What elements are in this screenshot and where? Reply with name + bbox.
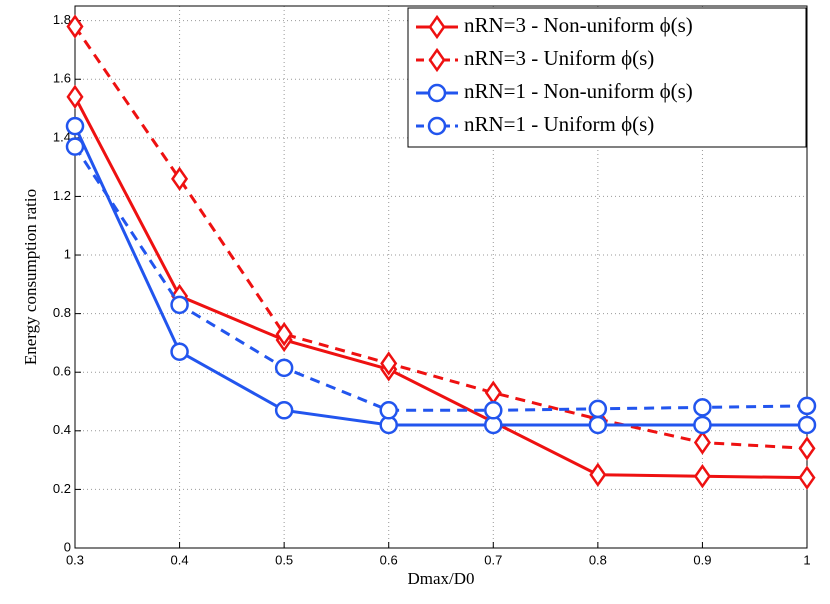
y-tick-label: 1.6 xyxy=(53,71,71,86)
legend-label: nRN=1 - Non-uniform ϕ(s) xyxy=(464,79,693,103)
legend-label: nRN=3 - Uniform ϕ(s) xyxy=(464,46,654,70)
marker xyxy=(274,401,294,420)
y-tick-label: 1.2 xyxy=(53,188,71,203)
marker xyxy=(588,399,608,419)
marker xyxy=(274,358,294,378)
marker xyxy=(693,398,712,417)
marker xyxy=(484,401,503,420)
y-tick-label: 0.6 xyxy=(53,364,71,379)
y-tick-label: 0.8 xyxy=(53,305,71,320)
marker xyxy=(428,14,446,40)
marker xyxy=(65,137,85,156)
x-tick-label: 0.8 xyxy=(589,552,607,567)
x-tick-label: 1 xyxy=(803,552,810,567)
marker xyxy=(427,116,447,136)
marker xyxy=(798,465,816,490)
plot-frame xyxy=(74,5,808,549)
y-tick-label: 0.4 xyxy=(53,422,71,437)
x-tick-label: 0.6 xyxy=(380,552,398,567)
y-tick-label: 1.8 xyxy=(53,12,71,27)
series-line xyxy=(73,96,808,480)
y-tick-label: 0.2 xyxy=(53,481,71,496)
marker xyxy=(428,47,446,73)
x-tick-label: 0.3 xyxy=(66,552,84,567)
x-tick-label: 0.9 xyxy=(693,552,711,567)
marker xyxy=(170,295,189,315)
series-line xyxy=(73,125,807,427)
marker xyxy=(66,84,84,110)
marker xyxy=(588,415,608,435)
marker xyxy=(275,321,293,347)
marker xyxy=(797,415,817,435)
marker xyxy=(66,14,84,39)
marker xyxy=(171,166,189,192)
x-axis-label: Dmax/D0 xyxy=(407,569,474,588)
marker xyxy=(427,83,447,103)
marker xyxy=(379,401,398,420)
series-line xyxy=(73,145,808,412)
marker xyxy=(170,342,189,361)
legend-box xyxy=(407,7,807,148)
marker xyxy=(693,464,711,489)
y-axis-label: Energy consumption ratio xyxy=(21,189,40,365)
x-tick-label: 0.7 xyxy=(484,552,502,567)
marker xyxy=(693,415,712,435)
x-tick-label: 0.4 xyxy=(171,552,189,567)
y-tick-label: 1.4 xyxy=(53,129,71,144)
x-tick-label: 0.5 xyxy=(275,552,293,567)
y-tick-label: 0 xyxy=(64,539,71,554)
marker xyxy=(589,462,607,487)
marker xyxy=(693,430,711,455)
marker xyxy=(798,436,816,461)
legend-label: nRN=3 - Non-uniform ϕ(s) xyxy=(464,13,693,37)
marker xyxy=(65,116,85,136)
series-line xyxy=(73,25,808,450)
y-tick-label: 1 xyxy=(64,246,71,261)
marker xyxy=(380,351,398,376)
marker xyxy=(797,396,817,416)
legend-label: nRN=1 - Uniform ϕ(s) xyxy=(464,112,654,136)
